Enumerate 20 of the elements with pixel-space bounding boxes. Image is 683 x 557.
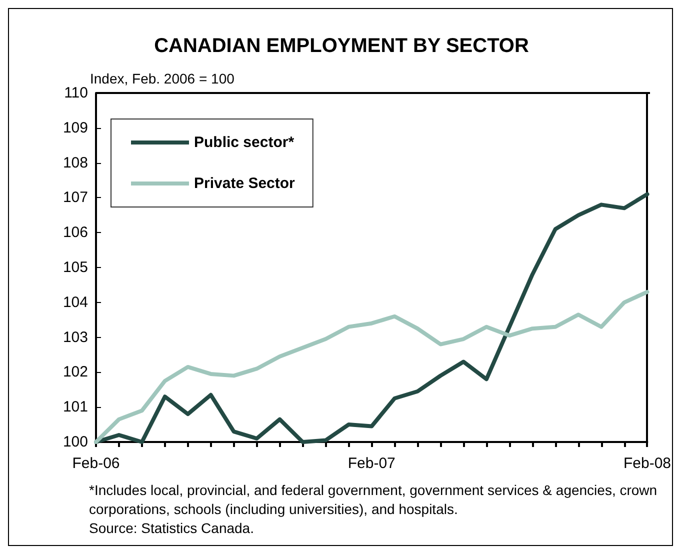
y-axis-title: Index, Feb. 2006 = 100: [90, 70, 235, 87]
y-tick-label: 104: [62, 294, 88, 311]
y-tick-label: 105: [62, 259, 88, 276]
y-tick-label: 102: [62, 364, 88, 381]
y-tick-label: 107: [62, 189, 88, 206]
y-tick-label: 106: [62, 224, 88, 242]
legend-label: Private Sector: [194, 175, 296, 192]
y-tick-label: 108: [62, 154, 88, 172]
x-tick-label: Feb-07: [348, 455, 396, 472]
y-tick-label: 101: [62, 398, 88, 416]
legend-label: Public sector*: [194, 134, 294, 151]
y-tick-label: 100: [62, 434, 88, 450]
y-tick-label: 103: [62, 328, 88, 346]
y-tick-label: 109: [62, 119, 88, 136]
source-note: Source: Statistics Canada.: [89, 519, 255, 538]
chart-title: CANADIAN EMPLOYMENT BY SECTOR: [154, 35, 530, 57]
y-tick-label: 110: [64, 84, 88, 102]
x-tick-label: Feb-08: [623, 455, 671, 472]
text: *Includes local, provincial, and federal government, government services & agencies, crown corporations, schools (including universities), and hospitals.: [89, 481, 658, 519]
x-tick-label: Feb-06: [72, 455, 120, 472]
